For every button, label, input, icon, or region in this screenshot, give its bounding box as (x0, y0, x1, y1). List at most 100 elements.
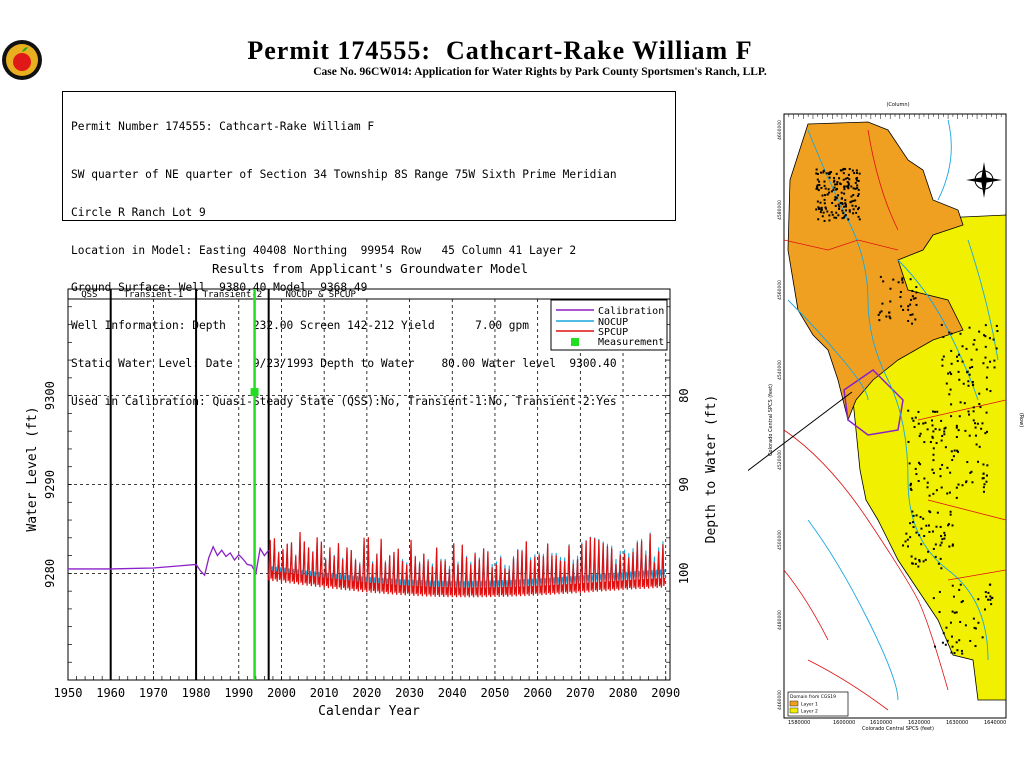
map-well-marker (897, 281, 900, 284)
map-well-marker (935, 442, 938, 445)
period-label: NOCUP & SPCUP (285, 290, 356, 300)
map-well-marker (981, 636, 984, 639)
map-well-marker (914, 467, 917, 470)
map-well-marker (907, 305, 910, 308)
map-well-marker (951, 524, 954, 527)
map-well-marker (951, 610, 954, 613)
map-well-marker (852, 199, 855, 202)
map-well-marker (936, 410, 939, 413)
map-well-marker (995, 324, 998, 327)
map-well-marker (843, 188, 846, 191)
measurement-point (250, 388, 259, 397)
map-well-marker (850, 185, 853, 188)
map-well-marker (822, 211, 825, 214)
map-well-marker (833, 198, 836, 201)
map-well-marker (844, 168, 847, 171)
map-well-marker (857, 208, 860, 211)
map-well-marker (984, 335, 987, 338)
map-well-marker (828, 219, 831, 222)
map-well-marker (964, 429, 967, 432)
map-well-marker (911, 417, 914, 420)
y2-tick-label: 80 (677, 388, 691, 402)
map-well-marker (959, 401, 962, 404)
map-well-marker (828, 191, 831, 194)
map-well-marker (940, 541, 943, 544)
map-well-marker (943, 531, 946, 534)
map-well-marker (825, 172, 828, 175)
map-well-marker (971, 380, 974, 383)
info-line: Used in Calibration: Quasi-Steady State … (71, 394, 617, 408)
legend-nocup: NOCUP (598, 317, 628, 328)
map-well-marker (915, 303, 918, 306)
map-well-marker (818, 180, 821, 183)
legend-measurement-swatch (571, 338, 579, 346)
map-well-marker (888, 315, 891, 318)
map-well-marker (911, 313, 914, 316)
map-well-marker (855, 177, 858, 180)
map-well-marker (917, 461, 920, 464)
map-well-marker (845, 185, 848, 188)
map-well-marker (980, 427, 983, 430)
map-well-marker (972, 419, 975, 422)
map-well-marker (942, 355, 945, 358)
map-well-marker (823, 198, 826, 201)
map-river (807, 519, 899, 701)
map-well-marker (852, 208, 855, 211)
map-well-marker (835, 172, 838, 175)
x-tick-label: 2090 (651, 686, 680, 700)
map-well-marker (931, 468, 934, 471)
info-line: Circle R Ranch Lot 9 (71, 205, 206, 219)
map-river (897, 259, 979, 401)
map-well-marker (907, 319, 910, 322)
map-well-marker (961, 652, 964, 655)
map-well-marker (958, 588, 961, 591)
x-tick-label: 2000 (267, 686, 296, 700)
map-well-marker (939, 475, 942, 478)
map-well-marker (948, 393, 951, 396)
map-well-marker (918, 534, 921, 537)
map-well-marker (881, 302, 884, 305)
map-well-marker (841, 203, 844, 206)
map-well-marker (832, 188, 835, 191)
map-well-marker (990, 597, 993, 600)
map-well-marker (843, 205, 846, 208)
map-well-marker (984, 432, 987, 435)
map-well-marker (971, 481, 974, 484)
map-well-marker (842, 212, 845, 215)
map-well-marker (907, 409, 910, 412)
map-well-marker (978, 330, 981, 333)
map-road (807, 659, 889, 711)
map-well-marker (974, 434, 977, 437)
map-well-marker (918, 435, 921, 438)
map-well-marker (932, 459, 935, 462)
map-well-marker (915, 286, 918, 289)
map-well-marker (844, 214, 847, 217)
period-label: Transient-2 (203, 290, 263, 300)
map-well-marker (939, 467, 942, 470)
map-well-marker (955, 355, 958, 358)
map-well-marker (996, 330, 999, 333)
map-well-marker (822, 169, 825, 172)
map-well-marker (834, 183, 837, 186)
map-well-marker (819, 211, 822, 214)
map-left-tick: 4600000 (777, 120, 783, 140)
map-well-marker (837, 194, 840, 197)
map-well-marker (932, 471, 935, 474)
map-well-marker (836, 183, 839, 186)
map-well-marker (842, 178, 845, 181)
map-road (867, 129, 899, 231)
map-well-marker (889, 287, 892, 290)
map-well-marker (842, 167, 845, 170)
map-well-marker (816, 187, 819, 190)
map-well-marker (846, 185, 849, 188)
map-well-marker (950, 362, 953, 365)
map-well-marker (934, 543, 937, 546)
map-well-marker (906, 545, 909, 548)
map-well-marker (984, 608, 987, 611)
map-well-marker (856, 186, 859, 189)
legend-spcup: SPCUP (598, 327, 628, 338)
map-well-marker (819, 171, 822, 174)
map-well-marker (824, 194, 827, 197)
map-well-marker (852, 194, 855, 197)
x-tick-label: 1970 (139, 686, 168, 700)
